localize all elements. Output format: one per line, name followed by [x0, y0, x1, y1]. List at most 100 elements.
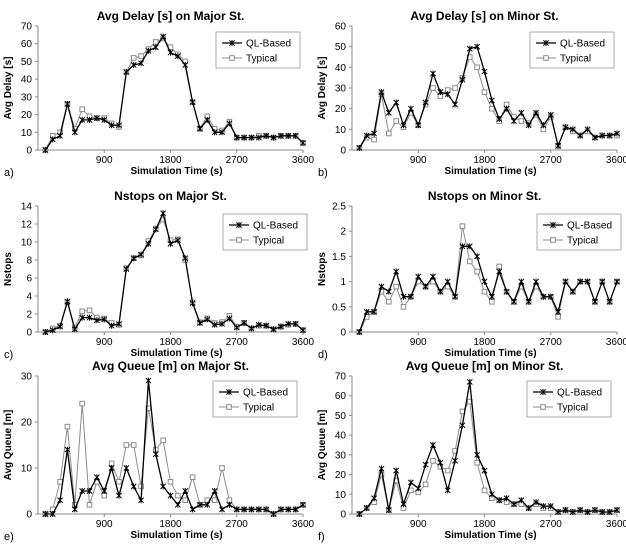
data-point — [263, 132, 270, 139]
y-tick-label: 20 — [21, 418, 33, 429]
data-point — [196, 501, 203, 508]
data-point — [488, 97, 495, 104]
legend: QL-Based Typical — [526, 380, 612, 418]
data-point — [400, 501, 407, 508]
data-point — [167, 479, 174, 485]
data-point — [211, 129, 218, 136]
data-point — [496, 116, 503, 122]
data-point — [49, 511, 56, 517]
chart-title: Avg Queue [m] on Major St. — [92, 359, 249, 373]
data-point — [130, 442, 137, 448]
data-point — [79, 308, 85, 315]
chart-panel: Avg Queue [m] on Minor St. Avg Queue [m] S… — [317, 359, 626, 543]
data-point — [138, 60, 145, 67]
data-point — [226, 501, 233, 508]
data-point — [599, 509, 606, 516]
data-point — [300, 139, 306, 146]
data-point — [407, 293, 414, 300]
data-point — [525, 298, 532, 305]
x-tick-label: 1800 — [159, 155, 182, 166]
data-point — [393, 99, 400, 106]
data-point — [584, 509, 591, 516]
data-point — [518, 118, 525, 124]
x-axis-label: Simulation Time (s) — [444, 530, 536, 541]
x-tick-label: 900 — [96, 155, 113, 166]
chart-title: Nstops on Major St. — [114, 189, 227, 203]
data-point — [393, 118, 399, 124]
data-point — [79, 106, 85, 113]
y-axis-label: Avg Delay [s] — [3, 57, 14, 120]
y-tick-label: 10 — [21, 238, 33, 249]
data-point — [160, 210, 167, 217]
data-point — [226, 120, 233, 127]
data-point — [591, 298, 598, 305]
data-point — [57, 132, 64, 139]
legend-box — [526, 380, 612, 418]
x-axis-label: Simulation Time (s) — [444, 166, 536, 177]
data-point — [614, 507, 620, 514]
legend: QL-Based Typical — [222, 213, 308, 251]
data-point — [93, 317, 100, 324]
data-point — [386, 130, 392, 137]
data-point — [371, 308, 378, 315]
data-point — [452, 85, 458, 91]
data-point — [393, 283, 399, 290]
legend-box — [529, 31, 615, 69]
x-tick-label: 1800 — [159, 337, 182, 348]
legend-marker — [229, 40, 235, 46]
data-point — [452, 457, 459, 464]
x-tick-label: 2700 — [540, 155, 563, 166]
data-point — [270, 511, 277, 517]
x-tick-label: 3600 — [292, 519, 315, 530]
x-axis-label: Simulation Time (s) — [130, 348, 222, 359]
data-point — [488, 293, 495, 300]
y-axis-label: Avg Queue [m] — [317, 410, 328, 481]
data-point — [64, 100, 71, 107]
data-point — [270, 134, 277, 141]
data-point — [138, 53, 144, 59]
data-point — [481, 467, 488, 474]
data-point — [459, 76, 466, 83]
x-tick-label: 2700 — [540, 519, 563, 530]
data-point — [363, 505, 370, 512]
legend-marker — [226, 404, 232, 410]
y-tick-label: 0 — [26, 510, 32, 521]
y-tick-label: 70 — [21, 22, 33, 33]
y-tick-label: 20 — [335, 104, 347, 115]
data-point — [277, 323, 284, 330]
legend-label: Typical — [246, 54, 277, 65]
data-point — [196, 125, 203, 132]
data-point — [599, 132, 606, 139]
legend-marker — [236, 222, 242, 228]
panel-label: d) — [318, 349, 328, 361]
data-point — [437, 288, 444, 295]
series-line-ql-based — [45, 379, 304, 515]
series-line-ql-based — [358, 381, 618, 515]
data-point — [211, 488, 218, 494]
data-point — [263, 506, 270, 513]
series-points-ql-based — [356, 243, 620, 335]
y-axis-label: Avg Delay [s] — [317, 57, 328, 120]
x-axis-label: Simulation Time (s) — [444, 348, 536, 359]
data-point — [466, 243, 473, 250]
data-point — [248, 325, 255, 332]
data-point — [64, 446, 71, 453]
data-point — [562, 278, 569, 285]
x-axis-label: Simulation Time (s) — [130, 166, 222, 177]
data-point — [123, 465, 130, 471]
data-point — [145, 377, 152, 384]
data-point — [577, 278, 584, 285]
data-point — [400, 304, 407, 310]
data-point — [145, 240, 152, 247]
data-point — [444, 487, 451, 494]
series-line-ql-based — [44, 35, 304, 151]
data-point — [42, 147, 49, 153]
y-tick-label: 12 — [21, 220, 33, 231]
y-tick-label: 0.5 — [332, 302, 346, 313]
data-point — [569, 288, 576, 295]
data-point — [400, 293, 407, 300]
legend-marker — [543, 55, 549, 61]
data-point — [555, 314, 561, 320]
data-point — [474, 451, 481, 458]
data-point — [116, 492, 122, 499]
